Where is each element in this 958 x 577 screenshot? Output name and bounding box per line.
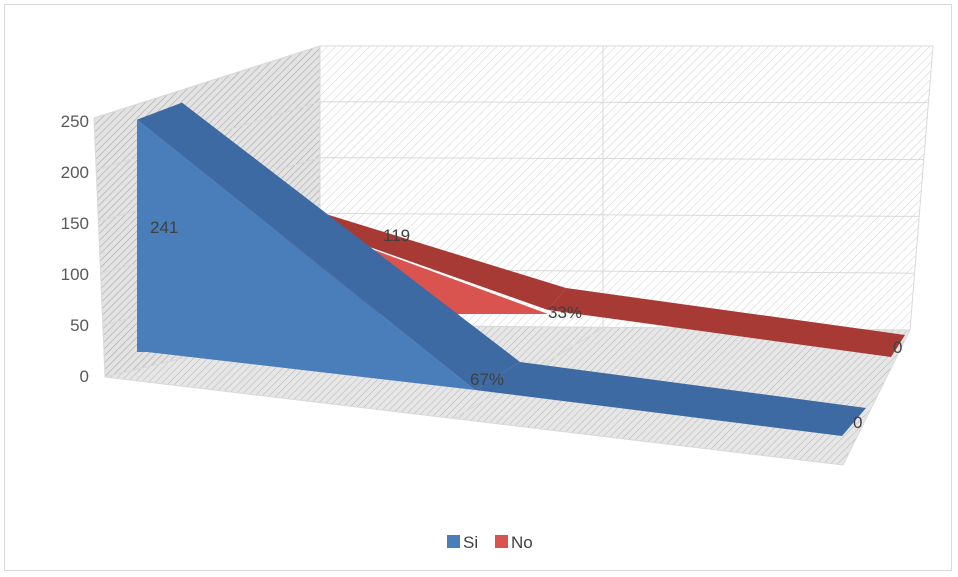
y-tick-label: 150 <box>61 214 89 233</box>
y-tick-label: 200 <box>61 163 89 182</box>
series-si <box>137 102 866 436</box>
data-label-si-3: 0 <box>853 413 862 432</box>
data-label-si-1: 241 <box>150 218 178 237</box>
series-si-top-face <box>137 102 520 390</box>
legend-swatch-si <box>447 535 460 548</box>
gridline <box>93 45 933 119</box>
data-label-no-3: 0 <box>893 338 902 357</box>
series-no-top-face <box>283 206 566 310</box>
legend: Si No <box>447 533 533 552</box>
legend-swatch-no <box>495 535 508 548</box>
y-tick-label: 50 <box>70 316 89 335</box>
series-si-front-face <box>137 119 475 390</box>
y-axis-ticks: 0 50 100 150 200 250 <box>61 112 89 386</box>
series-si-floor-ribbon <box>475 362 866 436</box>
legend-label-no: No <box>511 533 533 552</box>
y-tick-label: 0 <box>80 367 89 386</box>
y-tick-label: 100 <box>61 265 89 284</box>
series-no-floor-ribbon <box>548 288 905 357</box>
y-tick-label: 250 <box>61 112 89 131</box>
data-labels: 241 119 33% 67% 0 0 <box>150 218 902 432</box>
data-label-no-2: 33% <box>548 303 582 322</box>
data-label-no-1: 119 <box>383 226 410 245</box>
legend-label-si: Si <box>463 533 478 552</box>
data-label-si-2: 67% <box>470 370 504 389</box>
